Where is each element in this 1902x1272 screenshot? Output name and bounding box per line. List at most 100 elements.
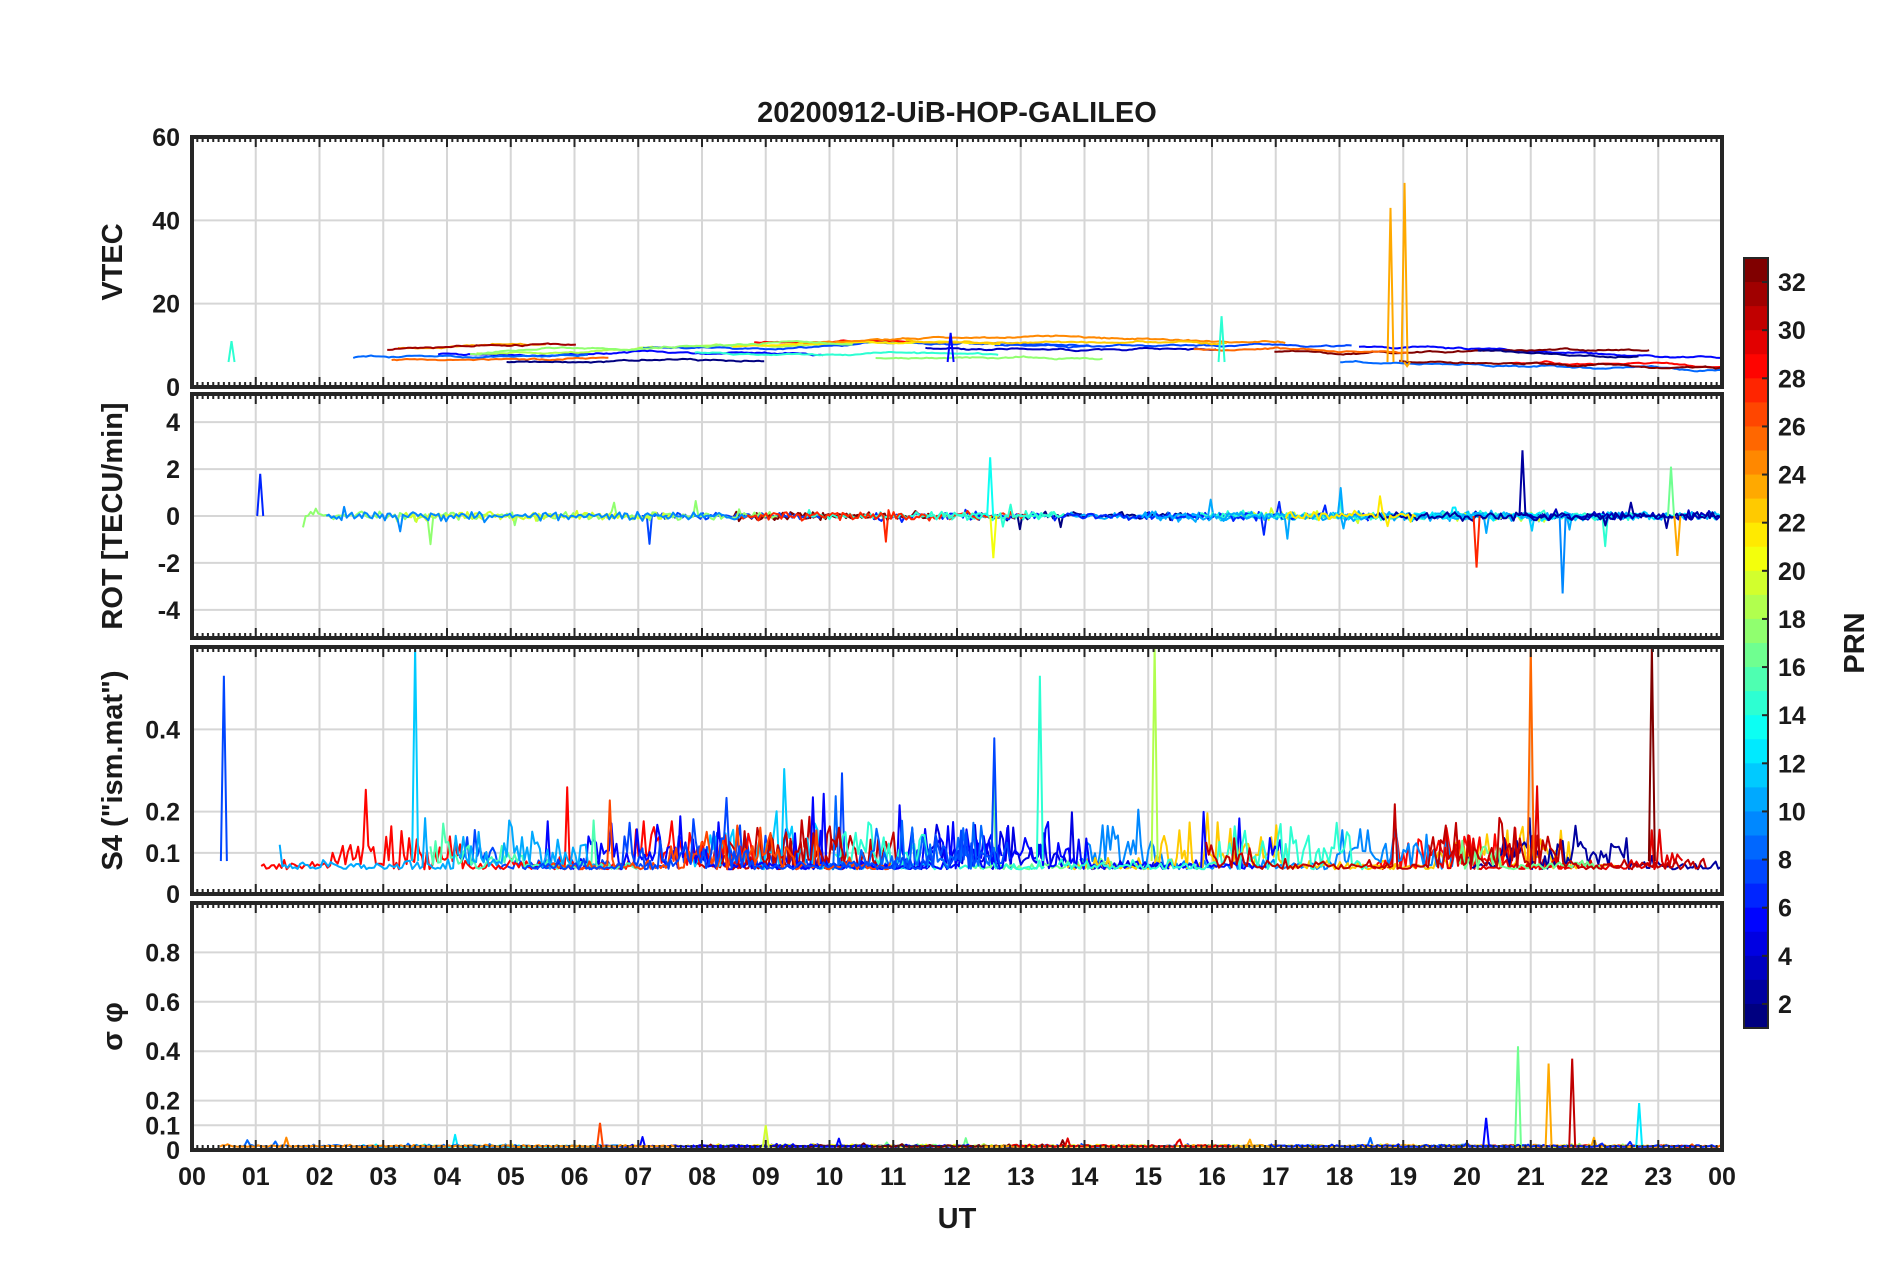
panel-VTEC: 0 20 40 60 VTEC [97,124,1724,402]
colorbar-tick-label: 12 [1778,750,1806,778]
spike-mark [1386,207,1395,363]
spike-mark [989,515,998,559]
colorbar-tick-label: 8 [1778,847,1792,875]
colorbar-segment [1744,667,1768,692]
spike-mark [946,332,955,363]
colorbar-segment [1744,643,1768,668]
prn-trace [925,346,1217,353]
colorbar-tick-label: 6 [1778,895,1792,923]
colorbar-segment [1744,378,1768,403]
spike-mark [1544,1063,1553,1148]
y-axis-label: ROT [TECU/min] [97,402,129,629]
colorbar-segment [1744,570,1768,596]
prn-trace [260,786,757,871]
spike-mark [986,457,995,517]
y-tick-label: 0 [166,374,180,402]
spike-mark [596,1122,604,1148]
y-axis-label: VTEC [97,223,129,300]
prn-trace [803,334,1286,344]
colorbar-segment [1744,546,1768,572]
spike-mark [761,1125,770,1148]
prn-trace [1511,360,1721,369]
x-tick-labels: 00 01 02 03 04 05 06 07 08 09 10 11 12 13 14 15 16 17 18 19… [178,1163,1736,1191]
colorbar-tick-label: 16 [1778,654,1806,682]
y-axis-label: S4 ("ism.mat") [97,671,129,871]
colorbar-tick-label: 32 [1778,269,1806,297]
x-tick-label: 09 [752,1163,780,1191]
x-ticks-ROT [191,394,1723,638]
x-tick-label: 18 [1326,1163,1354,1191]
colorbar-tick-label: 20 [1778,558,1806,586]
colorbar-tick-label: 2 [1778,991,1792,1019]
prn-trace [994,342,1352,349]
colorbar-tick-label: 14 [1778,702,1806,730]
x-tick-label: 11 [880,1163,907,1191]
spike-mark [1667,466,1675,517]
colorbar-segment [1744,811,1768,837]
prn-trace [387,342,576,351]
colorbar-segment [1744,787,1768,813]
prn-trace [875,355,1103,361]
x-tick-label: 14 [1071,1163,1099,1191]
panel-S4: 0 0.1 0.2 0.4 S4 ("ism.mat") [97,645,1724,909]
colorbar-segment [1744,859,1768,885]
colorbar-segment [1744,1003,1768,1029]
colorbar-segment [1744,739,1768,764]
spike-mark [1673,515,1682,556]
prn-trace [302,500,778,546]
spike-mark [219,675,228,862]
colorbar-tick-label: 26 [1778,413,1806,441]
x-tick-label: 16 [1198,1163,1226,1191]
x-tick-label: 04 [433,1163,461,1191]
spike-mark [1400,182,1409,363]
colorbar-segment [1744,835,1768,861]
y-tick-label: 0.1 [145,840,180,868]
colorbar-segment [1744,594,1768,620]
prn-trace [925,503,1060,528]
y-tick-label: 0 [166,1137,180,1165]
x-axis-label: UT [938,1203,977,1235]
colorbar-tick-label: 24 [1778,462,1806,490]
colorbar-segment [1744,955,1768,981]
spike-mark [1150,647,1159,862]
prn-trace [1057,821,1369,871]
y-axis-label: σ φ [97,1002,129,1051]
x-tick-label: 21 [1517,1163,1545,1191]
prn-trace [905,339,1227,346]
colorbar-tick-label: 30 [1778,317,1806,345]
x-ticks-VTEC [191,137,1723,387]
y-tick-label: 0.6 [145,989,180,1017]
prn-trace [325,505,748,533]
y-tick-label: 0.1 [145,1112,180,1140]
colorbar-segment [1744,498,1768,524]
prn-trace [437,349,824,358]
prn-trace [1284,495,1417,528]
x-tick-label: 22 [1581,1163,1609,1191]
colorbar-segment [1744,522,1768,548]
y-tick-label: 20 [152,291,180,319]
spike-mark [1518,450,1527,517]
colorbar-segment [1744,618,1768,644]
colorbar-tick-label: 4 [1778,943,1792,971]
x-ticks-S4 [191,647,1723,894]
y-tick-label: 0.4 [145,716,180,744]
spike-mark [256,473,265,517]
prn-trace [1358,345,1722,359]
colorbar-segment [1744,354,1768,379]
colorbar-segment [1744,450,1768,476]
y-tick-label: 0.2 [145,1088,180,1116]
prn-trace [1477,349,1639,359]
prn-trace [521,737,1011,871]
colorbar-segment [1744,402,1768,428]
colorbar-tick-label: 10 [1778,798,1806,826]
series-S4 [219,647,1722,871]
spike-mark [1635,1103,1644,1148]
prn-trace [278,817,602,871]
spike-mark [1472,515,1481,568]
prn-trace [352,353,588,359]
colorbar-segment [1744,426,1768,452]
colorbar-segment [1744,282,1768,307]
colorbar-segment [1744,691,1768,716]
spike-mark [411,647,420,862]
